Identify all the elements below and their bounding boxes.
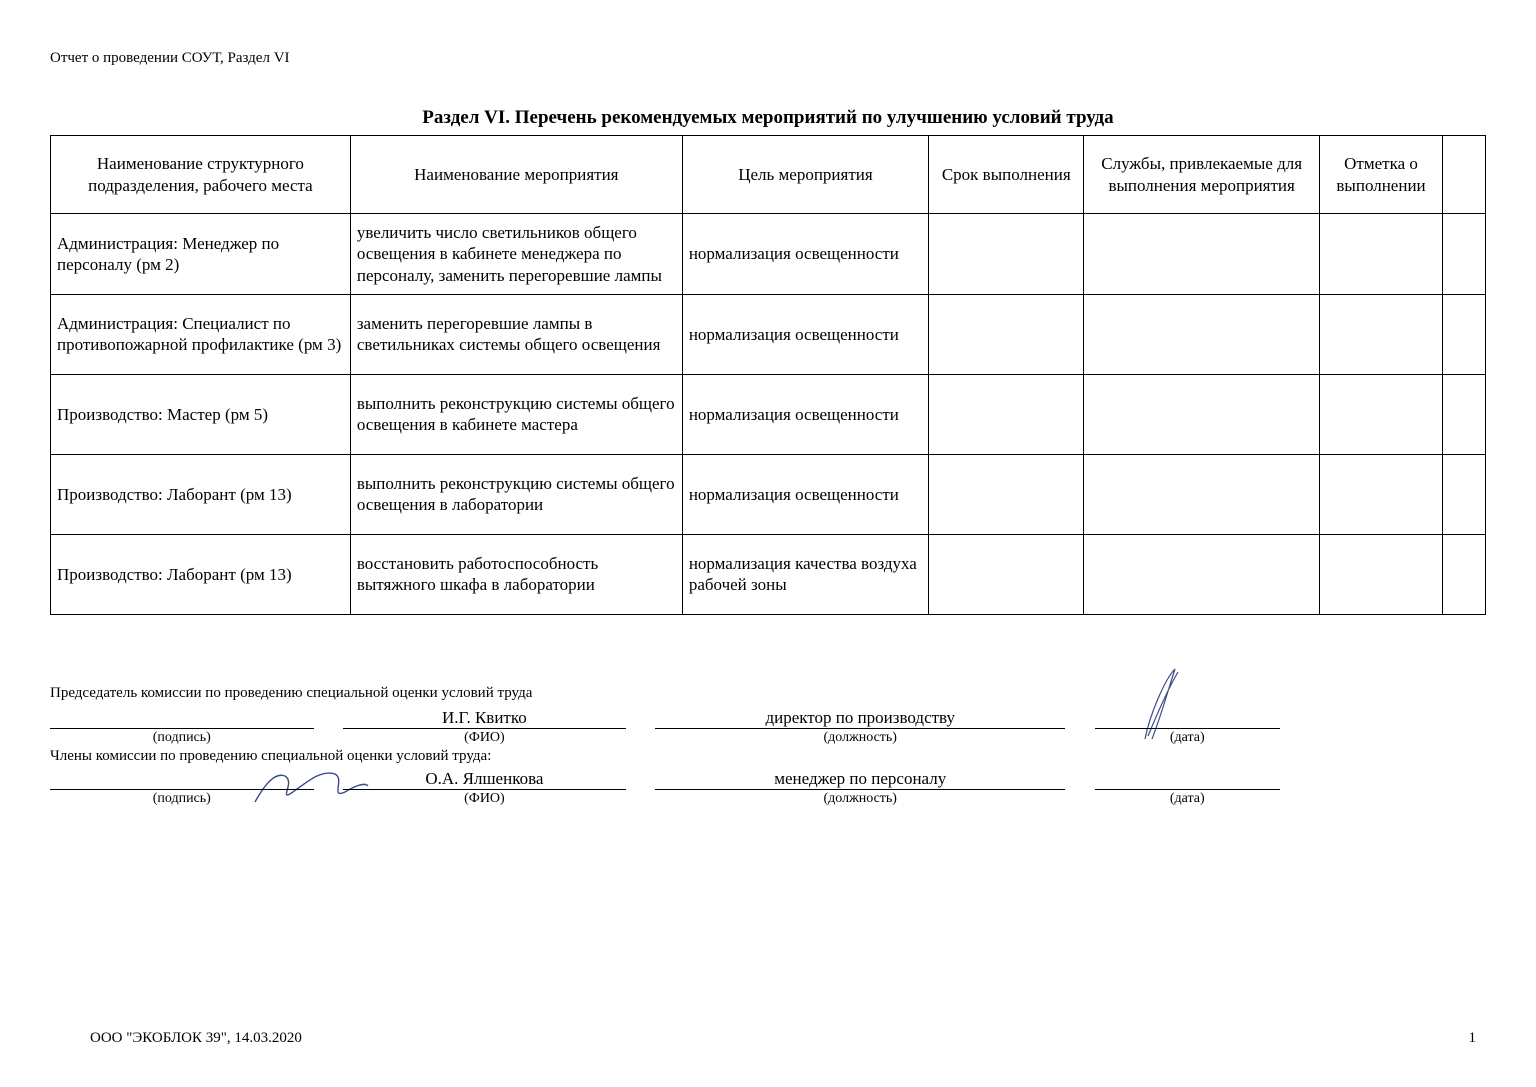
table-cell: Производство: Лаборант (рм 13) bbox=[51, 534, 351, 614]
footer-page: 1 bbox=[1469, 1030, 1477, 1047]
signature-row-chairman: (подпись) И.Г. Квитко (ФИО) директор по … bbox=[50, 706, 1280, 746]
table-row: Администрация: Специалист по противопожа… bbox=[51, 294, 1486, 374]
table-row: Производство: Лаборант (рм 13)выполнить … bbox=[51, 454, 1486, 534]
table-cell bbox=[1319, 454, 1442, 534]
table-cell bbox=[929, 374, 1084, 454]
col-header: Цель мероприятия bbox=[682, 136, 928, 214]
fio-value: И.Г. Квитко bbox=[343, 708, 626, 728]
signatures-section: Председатель комиссии по проведению спец… bbox=[50, 685, 1486, 807]
table-cell: заменить перегоревшие лампы в светильник… bbox=[350, 294, 682, 374]
date-label: (дата) bbox=[1095, 728, 1280, 746]
table-cell: нормализация освещенности bbox=[682, 374, 928, 454]
table-header-row: Наименование структурного подразделения,… bbox=[51, 136, 1486, 214]
table-cell: выполнить реконструкцию системы общего о… bbox=[350, 454, 682, 534]
signature-label: (подпись) bbox=[50, 789, 314, 807]
col-header: Срок выполнения bbox=[929, 136, 1084, 214]
table-cell: восстановить работоспособность вытяжного… bbox=[350, 534, 682, 614]
section-title: Раздел VI. Перечень рекомендуемых меропр… bbox=[50, 107, 1486, 129]
table-cell: выполнить реконструкцию системы общего о… bbox=[350, 374, 682, 454]
position-label: (должность) bbox=[655, 789, 1065, 807]
table-cell bbox=[1443, 454, 1486, 534]
position-value: менеджер по персоналу bbox=[655, 769, 1065, 789]
fio-label: (ФИО) bbox=[343, 728, 626, 746]
table-cell: Администрация: Менеджер по персоналу (рм… bbox=[51, 214, 351, 295]
table-row: Производство: Мастер (рм 5)выполнить рек… bbox=[51, 374, 1486, 454]
table-cell: Производство: Мастер (рм 5) bbox=[51, 374, 351, 454]
col-header bbox=[1443, 136, 1486, 214]
table-row: Администрация: Менеджер по персоналу (рм… bbox=[51, 214, 1486, 295]
table-cell: нормализация освещенности bbox=[682, 294, 928, 374]
fio-value: О.А. Ялшенкова bbox=[343, 769, 626, 789]
table-cell: увеличить число светильников общего осве… bbox=[350, 214, 682, 295]
header-label: Отчет о проведении СОУТ, Раздел VI bbox=[50, 50, 1486, 67]
col-header: Наименование структурного подразделения,… bbox=[51, 136, 351, 214]
table-cell bbox=[1319, 374, 1442, 454]
fio-label: (ФИО) bbox=[343, 789, 626, 807]
table-cell bbox=[1084, 374, 1320, 454]
date-label: (дата) bbox=[1095, 789, 1280, 807]
table-cell: Производство: Лаборант (рм 13) bbox=[51, 454, 351, 534]
page-footer: ООО "ЭКОБЛОК 39", 14.03.2020 1 bbox=[90, 1030, 1476, 1047]
table-cell bbox=[929, 534, 1084, 614]
members-heading: Члены комиссии по проведению специальной… bbox=[50, 748, 1486, 765]
table-cell bbox=[929, 294, 1084, 374]
table-cell bbox=[1084, 214, 1320, 295]
table-cell bbox=[929, 454, 1084, 534]
table-cell bbox=[1443, 214, 1486, 295]
table-cell bbox=[1443, 374, 1486, 454]
table-cell bbox=[1443, 534, 1486, 614]
table-cell bbox=[1443, 294, 1486, 374]
table-cell bbox=[1319, 534, 1442, 614]
table-cell bbox=[1084, 294, 1320, 374]
col-header: Отметка о выполнении bbox=[1319, 136, 1442, 214]
chairman-heading: Председатель комиссии по проведению спец… bbox=[50, 685, 1486, 702]
table-cell bbox=[1084, 454, 1320, 534]
signature-label: (подпись) bbox=[50, 728, 314, 746]
table-cell: Администрация: Специалист по противопожа… bbox=[51, 294, 351, 374]
recommendations-table: Наименование структурного подразделения,… bbox=[50, 135, 1486, 615]
table-cell: нормализация освещенности bbox=[682, 454, 928, 534]
signature-row-member: (подпись) О.А. Ялшенкова (ФИО) менеджер … bbox=[50, 769, 1280, 807]
table-row: Производство: Лаборант (рм 13)восстанови… bbox=[51, 534, 1486, 614]
table-cell bbox=[1319, 294, 1442, 374]
table-cell bbox=[929, 214, 1084, 295]
table-cell: нормализация освещенности bbox=[682, 214, 928, 295]
footer-org: ООО "ЭКОБЛОК 39", 14.03.2020 bbox=[90, 1030, 302, 1047]
position-value: директор по производству bbox=[655, 708, 1065, 728]
col-header: Службы, привлекаемые для выполнения меро… bbox=[1084, 136, 1320, 214]
table-cell bbox=[1319, 214, 1442, 295]
table-cell bbox=[1084, 534, 1320, 614]
table-cell: нормализация качества воздуха рабочей зо… bbox=[682, 534, 928, 614]
position-label: (должность) bbox=[655, 728, 1065, 746]
col-header: Наименование мероприятия bbox=[350, 136, 682, 214]
